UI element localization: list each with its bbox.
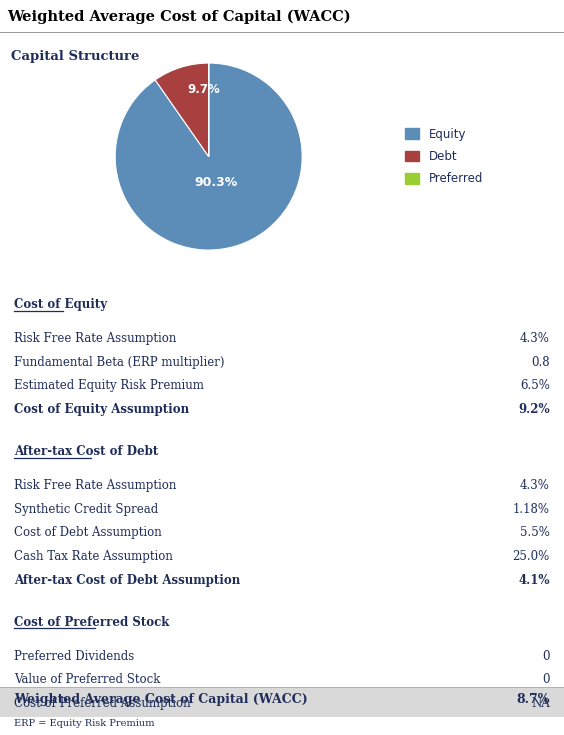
Text: Estimated Equity Risk Premium: Estimated Equity Risk Premium xyxy=(14,379,204,392)
Legend: Equity, Debt, Preferred: Equity, Debt, Preferred xyxy=(402,124,487,189)
Text: After-tax Cost of Debt Assumption: After-tax Cost of Debt Assumption xyxy=(14,574,240,587)
Text: Preferred Dividends: Preferred Dividends xyxy=(14,650,134,662)
Text: 1.18%: 1.18% xyxy=(513,503,550,515)
Text: 0: 0 xyxy=(543,673,550,686)
Text: Risk Free Rate Assumption: Risk Free Rate Assumption xyxy=(14,331,177,345)
Text: 9.2%: 9.2% xyxy=(518,404,550,416)
Text: Value of Preferred Stock: Value of Preferred Stock xyxy=(14,673,161,686)
Wedge shape xyxy=(115,63,302,250)
Text: Cost of Preferred Stock: Cost of Preferred Stock xyxy=(14,616,169,628)
Wedge shape xyxy=(155,63,209,157)
Text: Fundamental Beta (ERP multiplier): Fundamental Beta (ERP multiplier) xyxy=(14,356,224,368)
Text: Cost of Preferred Assumption: Cost of Preferred Assumption xyxy=(14,698,191,710)
Text: NA: NA xyxy=(531,698,550,710)
Text: Cost of Debt Assumption: Cost of Debt Assumption xyxy=(14,526,162,539)
Text: Cash Tax Rate Assumption: Cash Tax Rate Assumption xyxy=(14,551,173,563)
Text: 90.3%: 90.3% xyxy=(195,176,238,189)
Text: Cost of Equity: Cost of Equity xyxy=(14,298,107,311)
Text: Cost of Equity Assumption: Cost of Equity Assumption xyxy=(14,404,190,416)
Text: 25.0%: 25.0% xyxy=(513,551,550,563)
Text: Capital Structure: Capital Structure xyxy=(11,50,140,63)
Text: 5.5%: 5.5% xyxy=(520,526,550,539)
Text: 0.8: 0.8 xyxy=(531,356,550,368)
Text: 9.7%: 9.7% xyxy=(188,83,221,96)
Text: Weighted Average Cost of Capital (WACC): Weighted Average Cost of Capital (WACC) xyxy=(14,693,308,706)
Text: ERP = Equity Risk Premium: ERP = Equity Risk Premium xyxy=(14,719,155,728)
Text: 4.3%: 4.3% xyxy=(520,478,550,492)
Text: 4.3%: 4.3% xyxy=(520,331,550,345)
Text: 4.1%: 4.1% xyxy=(518,574,550,587)
Text: 0: 0 xyxy=(543,650,550,662)
Text: 6.5%: 6.5% xyxy=(520,379,550,392)
Text: Risk Free Rate Assumption: Risk Free Rate Assumption xyxy=(14,478,177,492)
Text: After-tax Cost of Debt: After-tax Cost of Debt xyxy=(14,445,158,458)
FancyBboxPatch shape xyxy=(0,686,564,717)
Text: 8.7%: 8.7% xyxy=(517,693,550,706)
Text: Synthetic Credit Spread: Synthetic Credit Spread xyxy=(14,503,158,515)
Text: Weighted Average Cost of Capital (WACC): Weighted Average Cost of Capital (WACC) xyxy=(7,10,350,24)
